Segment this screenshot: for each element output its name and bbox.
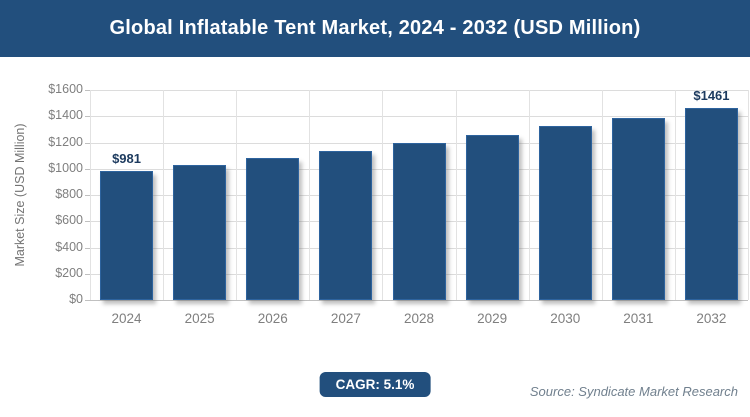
gridline-vertical — [748, 90, 749, 300]
gridline-vertical — [236, 90, 238, 300]
gridline-vertical — [309, 90, 311, 300]
x-tick-label: 2026 — [257, 311, 288, 326]
y-axis-tick — [85, 221, 90, 223]
x-axis-line — [85, 300, 748, 301]
gridline-horizontal — [90, 90, 748, 91]
y-tick-label: $1000 — [48, 160, 83, 175]
y-tick-label: $0 — [69, 292, 83, 306]
bar-2028 — [392, 142, 446, 300]
y-axis-tick — [85, 273, 90, 275]
cagr-badge: CAGR: 5.1% — [319, 372, 431, 397]
y-axis-tick — [85, 116, 90, 118]
bar-value-label: $981 — [112, 151, 141, 167]
gridline-horizontal — [90, 116, 748, 118]
bar-2032 — [684, 108, 738, 300]
gridline-vertical — [601, 90, 603, 300]
bar-2024 — [100, 171, 154, 300]
x-tick-label: 2027 — [330, 311, 361, 326]
x-tick-label: 2024 — [111, 311, 142, 326]
x-tick-label: 2028 — [403, 311, 435, 326]
gridline-vertical — [163, 90, 165, 300]
y-axis-tick — [85, 90, 90, 91]
bar-2031 — [611, 117, 665, 300]
gridline-vertical — [90, 90, 91, 300]
y-tick-label: $1200 — [48, 134, 83, 149]
y-axis-tick — [85, 168, 90, 170]
y-tick-label: $1600 — [48, 82, 83, 96]
bar-chart: Market Size (USD Million) $0 $200 $400 $600… — [13, 82, 749, 326]
y-tick-label: $400 — [55, 239, 83, 254]
bar-2026 — [246, 157, 300, 300]
y-axis-tick — [85, 195, 90, 196]
bar-2025 — [173, 164, 227, 300]
x-tick-label: 2025 — [184, 311, 215, 326]
bar-2029 — [465, 134, 519, 300]
y-tick-label: $1400 — [48, 108, 83, 123]
x-tick-label: 2029 — [477, 311, 508, 326]
y-axis-tick — [85, 142, 90, 144]
x-tick-label: 2032 — [696, 311, 727, 326]
bar-2027 — [319, 150, 373, 300]
gridline-vertical — [674, 90, 676, 300]
x-tick-label: 2031 — [623, 311, 654, 326]
bar-value-label: $1461 — [693, 88, 730, 104]
source-text: Source: Syndicate Market Research — [529, 384, 738, 399]
gridline-vertical — [455, 90, 457, 300]
chart-title: Global Inflatable Tent Market, 2024 - 20… — [109, 17, 641, 39]
title-bar: Global Inflatable Tent Market, 2024 - 20… — [0, 0, 750, 57]
y-axis-tick — [85, 247, 90, 249]
gridline-vertical — [528, 90, 530, 300]
x-tick-label: 2030 — [550, 311, 581, 326]
y-tick-label: $200 — [55, 265, 83, 280]
y-tick-label: $600 — [55, 213, 83, 228]
gridline-vertical — [382, 90, 384, 300]
bar-2030 — [538, 126, 592, 300]
y-tick-label: $800 — [55, 187, 83, 201]
